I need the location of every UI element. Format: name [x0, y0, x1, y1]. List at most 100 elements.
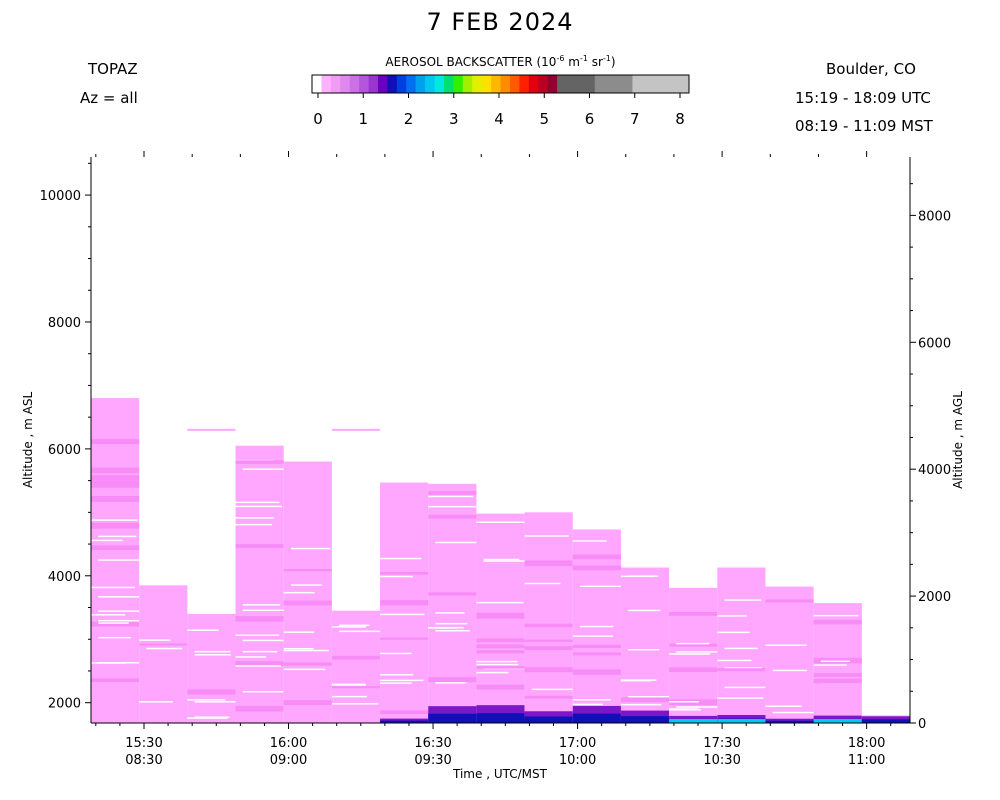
- colorbar-swatch: [453, 75, 464, 93]
- profile-gap: [187, 717, 228, 719]
- profile-gap: [380, 613, 425, 616]
- y-right-tick-label: 4000: [918, 463, 951, 478]
- colorbar-swatch: [679, 75, 690, 93]
- profile-gap: [339, 630, 384, 633]
- profile-band: [524, 695, 573, 699]
- profile-band: [91, 496, 140, 502]
- profile-gap: [572, 635, 614, 637]
- surface-layer-dense: [620, 716, 670, 723]
- location-label: Boulder, CO: [826, 60, 916, 78]
- profile-gap: [380, 557, 422, 560]
- thin-layer: [331, 428, 381, 431]
- profile-gap: [187, 699, 226, 701]
- profile-gap: [483, 560, 531, 562]
- profile-gap: [380, 679, 424, 682]
- profile-gap: [194, 701, 238, 703]
- profile-gap: [283, 649, 329, 652]
- profile-gap: [235, 523, 273, 526]
- colorbar-swatch: [660, 75, 671, 93]
- profile-band: [91, 484, 140, 488]
- colorbar-unit-m: m: [564, 55, 580, 69]
- profile-band: [380, 710, 429, 714]
- colorbar-swatch: [604, 75, 614, 93]
- colorbar-swatch: [330, 75, 341, 93]
- colorbar-title-suffix: ): [610, 55, 616, 69]
- profile-gap: [772, 669, 807, 672]
- profile-gap: [380, 682, 412, 684]
- profile-gap: [628, 696, 672, 698]
- profile-gap: [194, 650, 231, 653]
- colorbar-swatch: [443, 75, 454, 93]
- profile-gap: [283, 591, 315, 594]
- profile-gap: [820, 660, 850, 663]
- colorbar-swatch: [547, 75, 558, 93]
- profile-gap: [765, 705, 802, 707]
- backscatter-profile: [187, 613, 236, 723]
- profile-gap: [724, 686, 767, 689]
- colorbar-exp-2: -1: [579, 54, 588, 63]
- y-right-axis-label: Altitude , m AGL: [951, 391, 965, 489]
- profile-band: [669, 611, 718, 616]
- profile-gap: [628, 609, 661, 612]
- profile-gap: [290, 584, 323, 586]
- backscatter-profile: [428, 483, 477, 723]
- surface-layer-dense: [476, 713, 525, 723]
- profile-band: [331, 686, 381, 689]
- profile-gap: [380, 575, 413, 578]
- profile-band: [476, 612, 525, 619]
- profile-gap: [765, 644, 807, 646]
- profile-band: [524, 667, 573, 673]
- profile-band: [717, 668, 766, 672]
- profile-gap: [98, 535, 137, 538]
- profile-band: [476, 650, 525, 654]
- colorbar-tick-label: 8: [675, 110, 685, 128]
- profile-gap: [476, 663, 519, 666]
- colorbar-title-prefix: AEROSOL BACKSCATTER (10: [385, 55, 557, 69]
- backscatter-profile: [765, 586, 814, 723]
- profile-gap: [242, 639, 288, 642]
- profile-gap: [572, 540, 607, 542]
- backscatter-profile: [717, 567, 766, 723]
- y-right-tick-label: 6000: [918, 336, 951, 351]
- y-left-tick-label: 8000: [48, 316, 81, 331]
- profile-gap: [620, 679, 652, 682]
- profile-gap: [428, 626, 464, 629]
- profile-band: [283, 700, 332, 705]
- surface-layer-dense: [524, 716, 573, 723]
- colorbar-tick-label: 2: [404, 110, 414, 128]
- colorbar-frame: [311, 74, 690, 94]
- profile-gap: [579, 625, 614, 628]
- x-tick-label-mst: 09:00: [270, 753, 307, 768]
- profile-band: [91, 439, 140, 445]
- profile-gap: [428, 505, 476, 508]
- profile-gap: [476, 660, 518, 663]
- profile-gap: [242, 691, 284, 693]
- colorbar-swatch: [509, 75, 520, 93]
- colorbar-swatch: [425, 75, 435, 93]
- surface-layer-dense: [428, 713, 477, 723]
- colorbar-swatch: [349, 75, 360, 93]
- y-left-tick-label: 6000: [48, 443, 81, 458]
- surface-layer-dense: [572, 713, 621, 723]
- colorbar-swatch: [321, 75, 332, 93]
- profile-band: [91, 475, 140, 481]
- profile-gap: [242, 609, 290, 612]
- profile-band: [331, 655, 381, 660]
- colorbar-swatch: [566, 75, 577, 93]
- colorbar-swatch: [377, 75, 388, 93]
- profile-gap: [242, 604, 281, 606]
- colorbar-tick-label: 5: [539, 110, 549, 128]
- profile-band: [813, 678, 862, 684]
- profile-gap: [283, 647, 314, 650]
- surface-layer-cyan: [717, 719, 766, 723]
- colorbar: 0 1 2 3 4 5 6 7 8: [311, 74, 690, 128]
- backscatter-profile: [235, 445, 284, 723]
- profile-gap: [579, 585, 626, 588]
- profile-band: [620, 697, 670, 703]
- profile-gap: [676, 706, 725, 708]
- surface-layer-cyan: [669, 719, 718, 723]
- colorbar-exp-1: -6: [556, 54, 565, 63]
- profile-gap: [435, 622, 468, 625]
- profile-gap: [380, 674, 414, 676]
